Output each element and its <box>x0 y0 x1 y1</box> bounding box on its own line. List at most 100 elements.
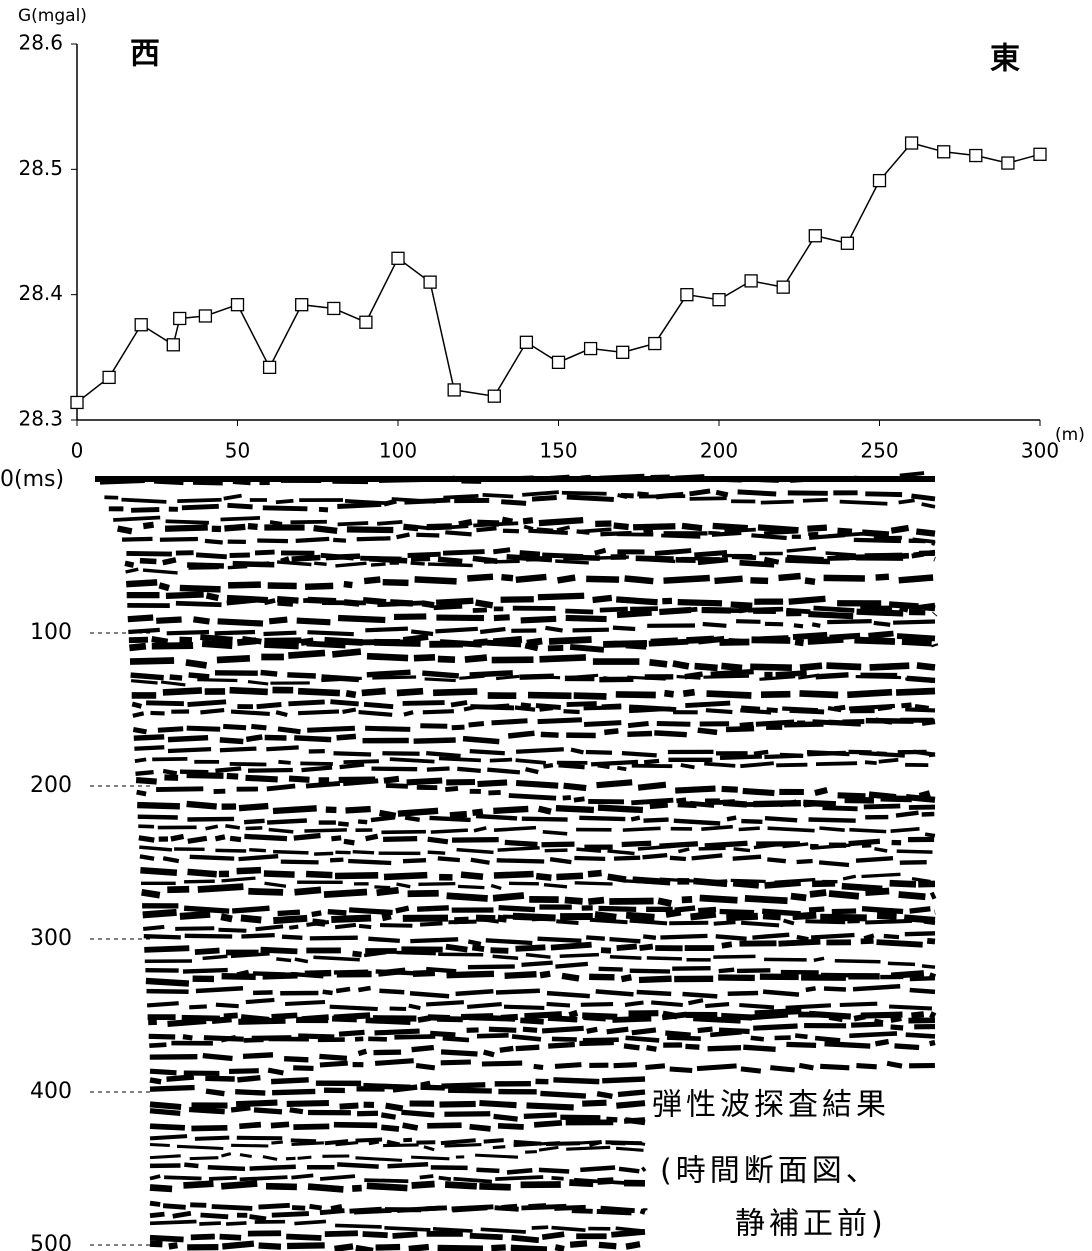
y-tick-label: 200 <box>30 773 72 798</box>
seismic-reflector <box>99 471 925 486</box>
annotation: 静補正前) <box>735 1207 887 1242</box>
data-point <box>102 370 116 385</box>
seismic-reflector <box>149 1058 935 1076</box>
seismic-reflector <box>140 866 936 893</box>
seismic-reflector <box>134 756 929 772</box>
x-tick-label: 0 <box>71 439 84 463</box>
seismic-reflector <box>144 937 936 958</box>
seismic-reflector <box>149 1173 643 1186</box>
x-tick-label: 100 <box>379 439 417 463</box>
data-point <box>327 301 341 316</box>
seismic-reflector <box>142 903 936 918</box>
seismic-reflector <box>141 872 931 890</box>
seismic-reflector <box>149 1240 641 1251</box>
y-tick-label: 28.5 <box>18 156 63 180</box>
seismic-reflector <box>145 967 937 987</box>
y-tick-label: 28.6 <box>18 31 63 55</box>
seismic-reflector <box>148 1007 937 1027</box>
seismic-reflector <box>138 824 936 838</box>
data-point <box>969 148 983 163</box>
seismic-reflector <box>132 703 936 718</box>
data-point <box>808 229 822 243</box>
x-tick-label: 250 <box>860 439 898 463</box>
data-point <box>447 383 461 397</box>
x-axis-label: (m) <box>1055 425 1085 445</box>
data-point <box>1033 147 1047 161</box>
data-point <box>198 309 213 323</box>
data-point <box>519 335 534 349</box>
seismic-reflector <box>149 1177 646 1193</box>
annotation: (時間断面図、 <box>660 1154 880 1189</box>
seismic-reflector <box>130 673 936 687</box>
seismic-reflector <box>149 1074 646 1091</box>
seismic-reflector <box>131 686 936 700</box>
seismic-reflector <box>143 914 936 933</box>
data-point <box>776 280 790 294</box>
seismic-reflector <box>135 749 936 776</box>
seismic-reflector <box>149 1203 648 1222</box>
seismic-reflector <box>149 1038 936 1063</box>
data-point <box>904 136 919 150</box>
seismic-reflector <box>108 488 936 513</box>
data-point <box>230 298 245 312</box>
x-tick-label: 150 <box>539 439 577 463</box>
data-point <box>359 315 373 329</box>
data-point <box>391 251 405 265</box>
seismic-reflector <box>138 832 935 850</box>
seismic-reflector <box>149 1161 647 1175</box>
seismic-reflector <box>133 717 936 745</box>
seismic-reflector <box>149 1099 646 1112</box>
data-point <box>173 311 187 326</box>
data-point <box>295 298 309 312</box>
data-point <box>744 274 758 288</box>
seismic-reflector <box>149 1140 646 1152</box>
seismic-reflector <box>143 931 936 947</box>
data-point <box>937 145 951 159</box>
seismic-reflector <box>141 883 937 907</box>
seismic-reflector <box>137 810 935 827</box>
seismic-reflector <box>126 572 934 593</box>
seismic-reflector <box>149 1229 646 1244</box>
x-tick-label: 50 <box>225 439 250 463</box>
seismic-reflector <box>121 526 936 546</box>
data-point <box>134 318 148 332</box>
y-tick-label: 500 <box>30 1232 72 1251</box>
data-point <box>712 293 726 307</box>
data-point <box>423 275 437 289</box>
y-tick-label: 28.4 <box>18 281 63 305</box>
seismic-reflector <box>149 1029 936 1048</box>
y-tick-label: 100 <box>30 620 72 645</box>
data-point <box>487 389 501 403</box>
seismic-reflector <box>129 648 936 672</box>
data-point <box>680 288 694 302</box>
data-point <box>166 338 180 352</box>
seismic-reflector <box>125 546 936 575</box>
annotation: 東 <box>990 42 1020 77</box>
seismic-reflector <box>146 997 932 1012</box>
seismic-reflector <box>149 1145 644 1162</box>
seismic-reflector <box>137 790 931 820</box>
seismic-reflector <box>117 516 936 538</box>
seismic-reflector <box>127 605 938 627</box>
seismic-reflector <box>149 1084 646 1100</box>
seismic-reflector <box>149 1134 643 1147</box>
data-point <box>1001 156 1015 170</box>
seismic-image <box>95 471 939 1251</box>
annotation: 西 <box>130 37 160 72</box>
data-point <box>551 355 566 369</box>
seismic-reflector <box>129 635 939 652</box>
seismic-reflector <box>146 983 936 999</box>
data-point <box>583 341 598 356</box>
seismic-reflector <box>135 772 936 803</box>
x-tick-label: 300 <box>1021 439 1059 463</box>
annotation: 弾性波探査結果 <box>652 1088 890 1123</box>
seismic-reflector <box>139 842 933 856</box>
data-point <box>70 395 84 410</box>
y-tick-label: 28.3 <box>18 407 63 431</box>
y-tick-label: 300 <box>30 926 72 951</box>
seismic-reflector <box>139 852 927 868</box>
data-point <box>262 360 277 375</box>
seismic-reflector <box>144 950 936 969</box>
seismic-reflector <box>149 1117 646 1132</box>
